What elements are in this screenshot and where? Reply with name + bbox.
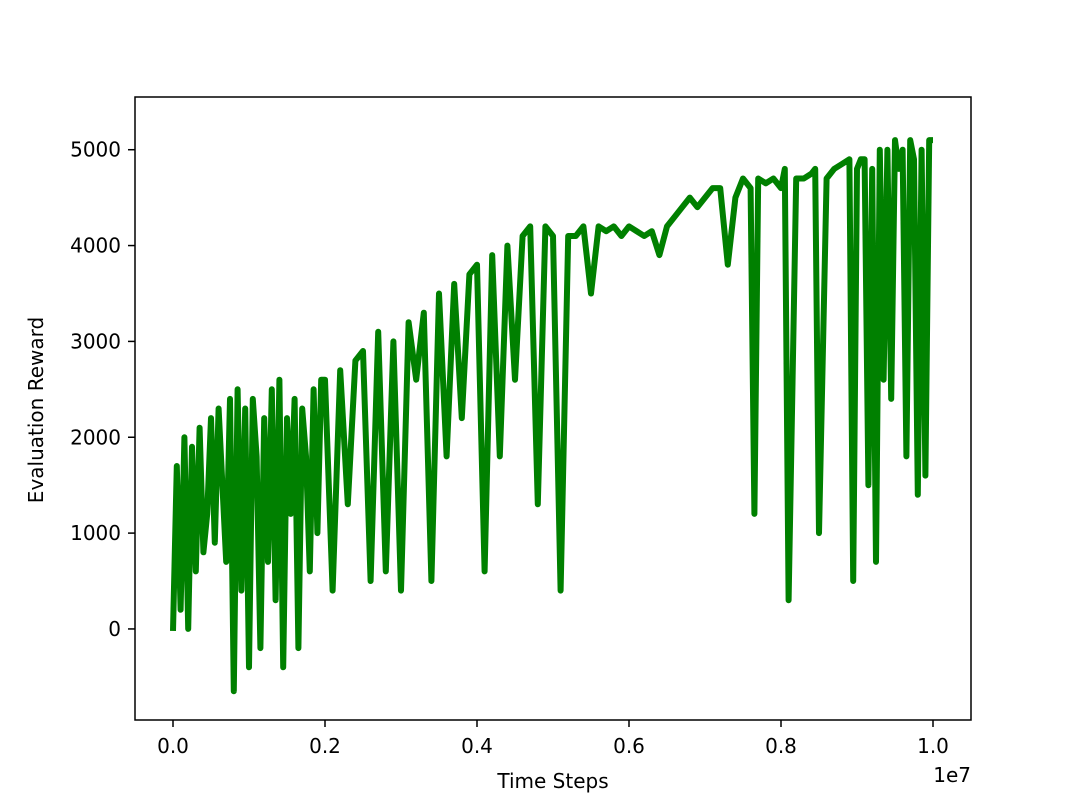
y-tick-label: 0 [108, 617, 121, 641]
y-tick-label: 2000 [70, 425, 121, 449]
y-tick-label: 5000 [70, 138, 121, 162]
x-axis: 0.0 0.2 0.4 0.6 0.8 1.0 [157, 720, 949, 758]
x-axis-title: Time Steps [496, 769, 608, 793]
x-tick-label: 0.2 [309, 734, 341, 758]
y-tick-label: 3000 [70, 329, 121, 353]
y-axis-title: Evaluation Reward [24, 317, 48, 503]
x-offset-label: 1e7 [933, 763, 971, 787]
x-tick-label: 0.8 [765, 734, 797, 758]
y-axis: 0 1000 2000 3000 4000 5000 [70, 138, 135, 641]
plot-frame [134, 96, 972, 721]
y-tick-label: 4000 [70, 234, 121, 258]
x-tick-label: 1.0 [917, 734, 949, 758]
x-tick-label: 0.4 [461, 734, 493, 758]
x-tick-label: 0.0 [157, 734, 189, 758]
series-layer [170, 137, 933, 695]
series-line-0 [170, 137, 933, 695]
x-tick-label: 0.6 [613, 734, 645, 758]
y-tick-label: 1000 [70, 521, 121, 545]
